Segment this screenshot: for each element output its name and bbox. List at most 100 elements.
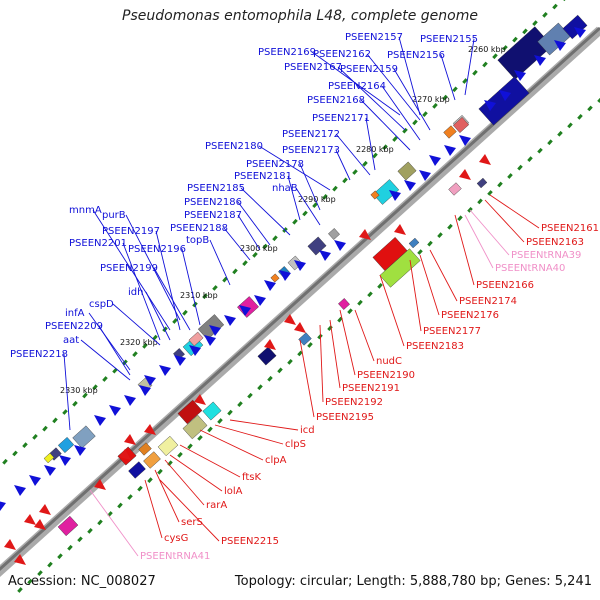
reverse-gene-label[interactable]: PSEENtRNA40 — [495, 263, 565, 274]
reverse-gene-label[interactable]: PSEEN2174 — [459, 296, 517, 307]
tick-dot — [202, 293, 208, 300]
forward-gene-arrow — [389, 190, 401, 201]
label-leader-line — [379, 274, 405, 347]
label-leader-line — [354, 309, 375, 362]
tick-dot — [442, 94, 448, 101]
forward-gene-label[interactable]: purB — [102, 210, 126, 221]
reverse-gene-label[interactable]: PSEEN2215 — [221, 536, 279, 547]
forward-gene-label[interactable]: PSEEN2178 — [246, 159, 304, 170]
forward-gene-label[interactable]: PSEEN2188 — [170, 223, 228, 234]
reverse-gene-label[interactable]: PSEEN2191 — [342, 383, 400, 394]
forward-gene-label[interactable]: PSEEN2196 — [128, 244, 186, 255]
reverse-gene-label[interactable]: rarA — [206, 500, 227, 511]
reverse-gene-arrow — [294, 322, 306, 333]
reverse-gene-label[interactable]: PSEEN2183 — [406, 341, 464, 352]
forward-gene-arrow — [484, 100, 496, 111]
label-leader-line — [240, 187, 291, 236]
reverse-gene-label[interactable]: PSEEN2166 — [476, 280, 534, 291]
reverse-gene-label[interactable]: clpS — [285, 439, 306, 450]
label-leader-line — [365, 117, 376, 171]
forward-gene-label[interactable]: PSEEN2185 — [187, 183, 245, 194]
reverse-gene-label[interactable]: PSEEN2192 — [325, 397, 383, 408]
inner-tick-dots — [17, 97, 600, 593]
forward-gene-label[interactable]: aat — [63, 335, 79, 346]
tick-dot — [172, 318, 178, 324]
reverse-gene-label[interactable]: serS — [181, 517, 203, 528]
reverse-gene-arrow — [34, 519, 46, 530]
forward-gene-label[interactable]: PSEEN2173 — [282, 145, 340, 156]
forward-gene-arrow — [239, 305, 251, 316]
forward-gene-label[interactable]: PSEEN2162 — [313, 49, 371, 60]
forward-gene-label[interactable]: PSEEN2157 — [345, 32, 403, 43]
tick-dot — [2, 458, 8, 465]
forward-gene-label[interactable]: cspD — [89, 299, 114, 310]
label-leader-line — [484, 199, 525, 243]
forward-gene-label[interactable]: PSEEN2197 — [102, 226, 160, 237]
tick-dot — [272, 235, 278, 242]
gene-block — [298, 332, 312, 346]
forward-gene-label[interactable]: PSEEN2187 — [184, 210, 242, 221]
reverse-gene-label[interactable]: PSEENtRNA39 — [511, 250, 581, 261]
forward-gene-arrow — [534, 55, 546, 66]
tick-dot — [417, 249, 423, 255]
forward-gene-label[interactable]: PSEEN2167 — [284, 62, 342, 73]
tick-dot — [42, 425, 48, 432]
forward-gene-label[interactable]: PSEEN2171 — [312, 113, 370, 124]
tick-dot — [107, 511, 113, 517]
reverse-gene-arrow — [459, 169, 471, 180]
forward-gene-label[interactable]: PSEEN2159 — [340, 64, 398, 75]
forward-gene-label[interactable]: infA — [65, 308, 85, 319]
reverse-gene-label[interactable]: PSEEN2177 — [423, 326, 481, 337]
forward-gene-label[interactable]: PSEEN2156 — [387, 50, 445, 61]
forward-gene-label[interactable]: PSEEN2199 — [100, 263, 158, 274]
forward-gene-label[interactable]: PSEEN2209 — [45, 321, 103, 332]
tick-dot — [337, 316, 343, 323]
reverse-gene-label[interactable]: ftsK — [242, 472, 261, 483]
forward-gene-label[interactable]: nhaB — [272, 183, 298, 194]
forward-gene-label[interactable]: PSEEN2155 — [420, 34, 478, 45]
tick-dot — [492, 53, 498, 60]
reverse-gene-label[interactable]: PSEEN2161 — [541, 223, 599, 234]
forward-gene-label[interactable]: PSEEN2201 — [69, 238, 127, 249]
forward-gene-arrow — [44, 465, 56, 476]
reverse-gene-label[interactable]: lolA — [224, 486, 243, 497]
forward-gene-label[interactable]: PSEEN2180 — [205, 141, 263, 152]
tick-dot — [352, 169, 358, 175]
label-leader-line — [366, 53, 421, 121]
forward-gene-label[interactable]: PSEEN2172 — [282, 129, 340, 140]
forward-gene-label[interactable]: PSEEN2169 — [258, 47, 316, 58]
reverse-gene-arrow — [194, 394, 206, 405]
label-leader-line — [98, 325, 131, 376]
reverse-gene-label[interactable]: PSEEN2163 — [526, 237, 584, 248]
reverse-gene-label[interactable]: PSEEN2176 — [441, 310, 499, 321]
reverse-gene-label[interactable]: PSEENtRNA41 — [140, 551, 210, 562]
label-leader-line — [489, 194, 540, 229]
forward-gene-label[interactable]: PSEEN2218 — [10, 349, 68, 360]
forward-gene-label[interactable]: mnmA — [69, 205, 102, 216]
forward-gene-label[interactable]: topB — [186, 235, 209, 246]
forward-gene-label[interactable]: PSEEN2186 — [184, 197, 242, 208]
forward-gene-label[interactable]: PSEEN2168 — [307, 95, 365, 106]
reverse-gene-label[interactable]: cysG — [164, 533, 188, 544]
reverse-gene-label[interactable]: nudC — [376, 356, 402, 367]
reverse-gene-labels[interactable]: PSEEN2161 PSEEN2163 PSEENtRNA39 PSEENtRNA40… — [89, 194, 599, 562]
forward-gene-label[interactable]: PSEEN2164 — [328, 81, 386, 92]
tick-dot — [302, 210, 308, 217]
label-leader-line — [258, 145, 331, 191]
reverse-gene-label[interactable]: PSEEN2195 — [316, 412, 374, 423]
reverse-gene-label[interactable]: PSEEN2190 — [357, 370, 415, 381]
reverse-gene-arrow — [359, 229, 371, 240]
forward-gene-arrow — [94, 415, 106, 426]
reverse-gene-label[interactable]: clpA — [265, 455, 287, 466]
label-leader-line — [335, 133, 371, 176]
reverse-gene-label[interactable]: icd — [300, 425, 315, 436]
forward-gene-label[interactable]: idh — [128, 287, 143, 298]
label-leader-line — [360, 99, 411, 151]
forward-gene-label[interactable]: PSEEN2181 — [234, 171, 292, 182]
forward-gene-arrow — [254, 295, 266, 306]
tick-dot — [112, 367, 118, 374]
forward-gene-arrow — [279, 270, 291, 281]
label-leader-line — [154, 469, 180, 523]
